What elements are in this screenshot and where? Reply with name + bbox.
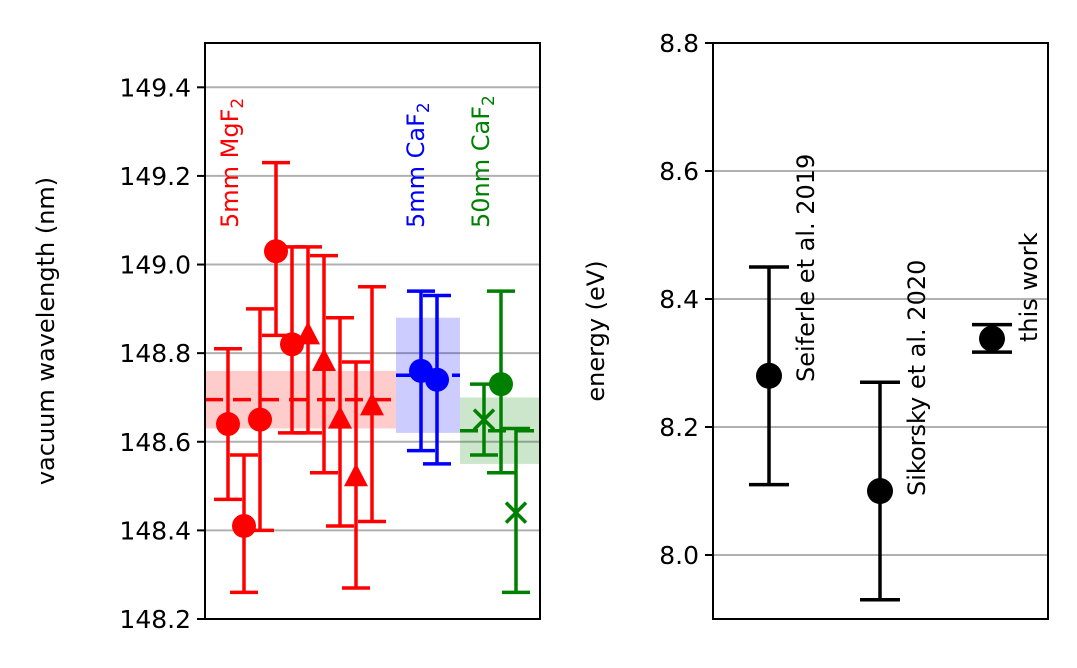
data-point-x (472, 408, 496, 431)
group-label-main: 5mm MgF (216, 109, 244, 228)
group-label-main: 50nm CaF (467, 106, 495, 228)
group-label-subscript: 2 (228, 98, 248, 109)
reference-label: Sikorsky et al. 2020 (903, 260, 931, 496)
data-point-circle (979, 325, 1005, 352)
data-point-triangle (360, 392, 384, 416)
energy-y-ticks: 8.0 8.2 8.4 8.6 8.8 (659, 29, 713, 570)
wavelength-data-marks (214, 160, 530, 595)
data-point-x (504, 501, 528, 524)
data-point-circle (232, 513, 256, 538)
data-point-triangle (312, 348, 336, 372)
energy-y-tick-label: 8.8 (659, 29, 699, 58)
wavelength-y-tick-label: 149.0 (119, 251, 191, 280)
data-point-circle (216, 412, 240, 437)
data-point-circle (248, 407, 272, 432)
energy-y-axis-label: energy (eV) (582, 260, 610, 401)
data-point-circle (425, 367, 449, 392)
wavelength-y-tick-label: 148.8 (119, 339, 191, 368)
wavelength-y-ticks: 148.2 148.4 148.6 148.8 149.0 149.2 149.4 (119, 73, 205, 634)
energy-y-tick-label: 8.2 (659, 413, 699, 442)
x-marker-stroke (472, 408, 496, 431)
wavelength-y-tick-label: 148.4 (119, 516, 191, 545)
data-point-circle (756, 362, 782, 389)
wavelength-y-tick-label: 148.2 (119, 605, 191, 634)
x-marker-stroke (504, 501, 528, 524)
reference-label: Seiferle et al. 2019 (792, 154, 820, 382)
energy-panel: Seiferle et al. 2019 Sikorsky et al. 2020… (582, 29, 1049, 620)
data-point-triangle (328, 405, 352, 429)
wavelength-y-tick-label: 148.6 (119, 428, 191, 457)
group-label-main: 5mm CaF (402, 113, 430, 228)
wavelength-y-tick-label: 149.4 (119, 73, 191, 102)
data-point-circle (867, 478, 893, 504)
group-label: 5mm MgF2 (216, 98, 248, 228)
wavelength-y-axis-label: vacuum wavelength (nm) (32, 177, 60, 485)
data-point-circle (489, 372, 513, 397)
group-label-subscript: 2 (479, 95, 499, 106)
reference-label: this work (1015, 232, 1043, 342)
energy-y-tick-label: 8.0 (659, 541, 699, 570)
data-point-triangle (296, 321, 320, 345)
group-label-subscript: 2 (414, 102, 434, 113)
energy-data-marks (749, 265, 1012, 602)
wavelength-plot-frame (204, 42, 541, 620)
data-point-circle (264, 239, 288, 264)
energy-y-tick-label: 8.6 (659, 157, 699, 186)
energy-point-labels: Seiferle et al. 2019 Sikorsky et al. 2020… (792, 154, 1043, 496)
data-point-circle (280, 332, 304, 357)
wavelength-mean-bands (205, 317, 540, 464)
data-point-triangle (344, 463, 368, 487)
group-label: 5mm CaF2 (402, 102, 434, 228)
energy-y-tick-label: 8.4 (659, 285, 699, 314)
energy-plot-frame (712, 42, 1049, 620)
group-label: 50nm CaF2 (467, 95, 499, 228)
wavelength-y-tick-label: 149.2 (119, 162, 191, 191)
